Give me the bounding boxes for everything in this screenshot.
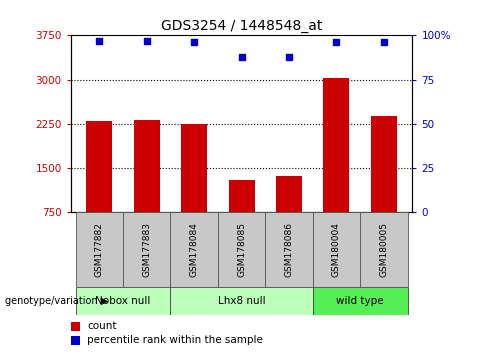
Point — [238, 54, 245, 59]
Bar — [313, 287, 407, 315]
Text: percentile rank within the sample: percentile rank within the sample — [87, 335, 263, 345]
Text: genotype/variation ▶: genotype/variation ▶ — [5, 296, 108, 306]
Text: Nobox null: Nobox null — [95, 296, 151, 306]
Bar — [218, 212, 265, 287]
Bar — [313, 212, 360, 287]
Point — [95, 38, 103, 44]
Bar — [71, 322, 81, 331]
Point — [143, 38, 151, 44]
Bar — [265, 212, 313, 287]
Point — [332, 40, 340, 45]
Text: GSM180004: GSM180004 — [332, 222, 341, 277]
Bar — [76, 212, 123, 287]
Bar — [71, 336, 81, 345]
Bar — [181, 124, 207, 212]
Bar — [228, 180, 255, 212]
Point — [190, 40, 198, 45]
Text: count: count — [87, 321, 117, 331]
Bar — [371, 116, 397, 212]
Text: GSM177883: GSM177883 — [142, 222, 151, 277]
Bar — [324, 79, 349, 212]
Bar — [134, 120, 160, 212]
Title: GDS3254 / 1448548_at: GDS3254 / 1448548_at — [161, 19, 322, 33]
Bar — [123, 212, 170, 287]
Bar — [170, 287, 313, 315]
Text: GSM178085: GSM178085 — [237, 222, 246, 277]
Bar — [276, 176, 302, 212]
Bar — [86, 121, 112, 212]
Text: GSM178084: GSM178084 — [190, 222, 199, 277]
Text: GSM177882: GSM177882 — [95, 222, 104, 277]
Text: Lhx8 null: Lhx8 null — [218, 296, 265, 306]
Text: GSM178086: GSM178086 — [285, 222, 293, 277]
Text: wild type: wild type — [336, 296, 384, 306]
Text: GSM180005: GSM180005 — [379, 222, 388, 277]
Point — [380, 40, 388, 45]
Bar — [360, 212, 407, 287]
Bar — [76, 287, 170, 315]
Point — [285, 54, 293, 59]
Bar — [170, 212, 218, 287]
